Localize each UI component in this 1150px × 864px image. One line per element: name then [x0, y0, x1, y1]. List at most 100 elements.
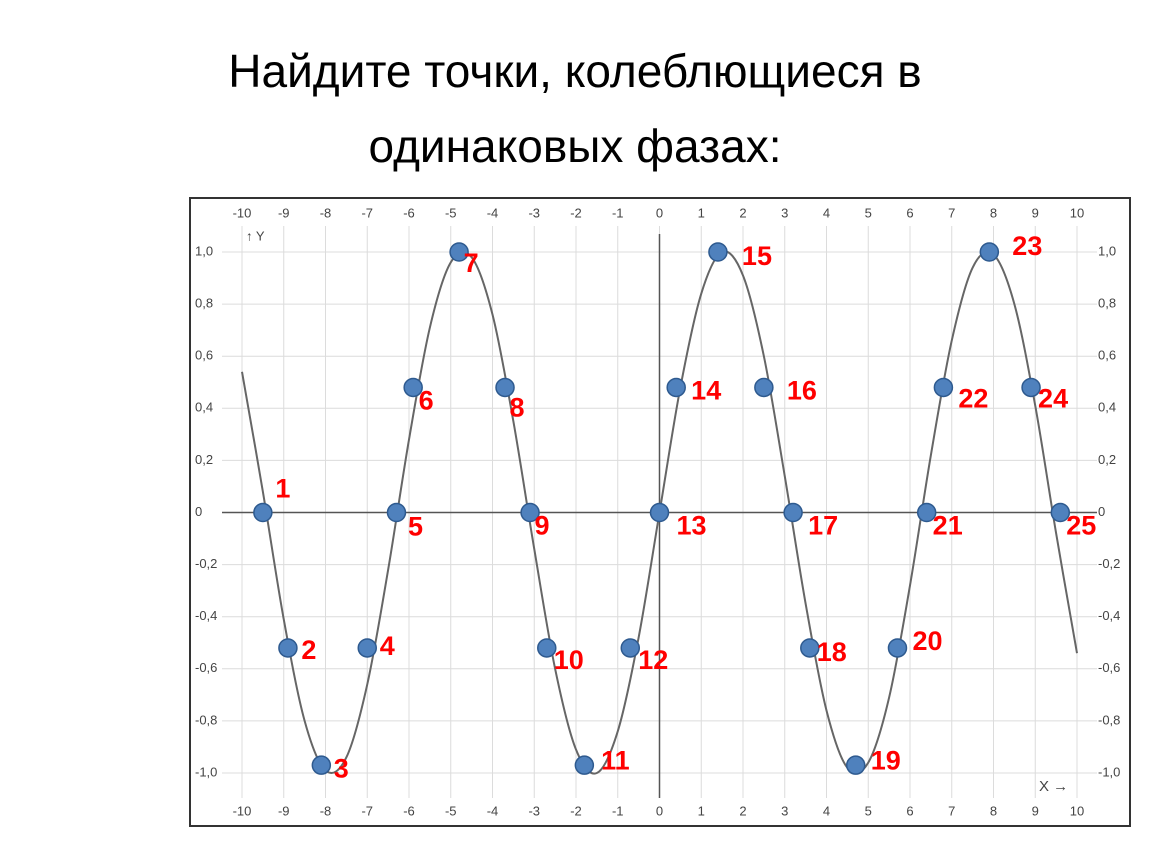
x-tick-label: 9 [1032, 803, 1039, 818]
x-tick-label: -6 [403, 803, 415, 818]
x-tick-label: -8 [320, 803, 332, 818]
x-tick-label: -10 [233, 803, 252, 818]
point-label: 1 [275, 474, 290, 504]
x-tick-label: 8 [990, 803, 997, 818]
point-label: 16 [787, 376, 817, 406]
x-tick-label: 5 [865, 803, 872, 818]
point [386, 502, 407, 523]
x-tick-label: 3 [781, 803, 788, 818]
x-tick-label: 10 [1070, 205, 1084, 220]
point-label: 14 [691, 376, 721, 406]
x-tick-label: -10 [233, 205, 252, 220]
point-label: 9 [535, 511, 550, 541]
point-label: 19 [871, 745, 901, 775]
point [495, 377, 515, 398]
y-tick-label: -0,6 [1098, 660, 1120, 675]
point-label: 2 [301, 635, 316, 665]
x-tick-label: -6 [403, 205, 415, 220]
point-label: 3 [334, 753, 349, 783]
point [708, 242, 728, 262]
point-label: 13 [676, 511, 706, 541]
point-label: 8 [510, 393, 525, 423]
y-tick-label: 0 [195, 504, 202, 519]
x-tick-label: 7 [948, 205, 955, 220]
point-label: 20 [912, 626, 942, 656]
x-tick-label: -5 [445, 803, 457, 818]
x-tick-label: -1 [612, 803, 624, 818]
x-tick-label: 10 [1070, 803, 1084, 818]
point-label: 15 [742, 241, 772, 271]
x-tick-label: 1 [698, 803, 705, 818]
y-tick-label: -0,6 [195, 660, 217, 675]
x-tick-label: -4 [487, 803, 499, 818]
y-tick-label: 0,2 [195, 452, 213, 467]
x-tick-label: 7 [948, 803, 955, 818]
point [253, 502, 273, 523]
point-label: 5 [408, 512, 423, 542]
point [403, 377, 423, 398]
x-tick-label: 9 [1032, 205, 1039, 220]
point-label: 24 [1038, 384, 1068, 414]
chart-title: одинаковых фазах: [369, 120, 782, 172]
y-tick-label: -0,4 [1098, 608, 1120, 623]
point [783, 502, 803, 523]
chart-title: Найдите точки, колеблющиеся в [228, 45, 921, 97]
x-tick-label: -2 [570, 205, 582, 220]
y-tick-label: 0,4 [195, 400, 213, 415]
x-tick-label: 2 [739, 205, 746, 220]
point [754, 377, 774, 398]
y-tick-label: 0,6 [195, 348, 213, 363]
point [278, 638, 298, 658]
y-tick-label: 0,8 [1098, 296, 1116, 311]
x-tick-label: -2 [570, 803, 582, 818]
y-tick-label: -0,2 [195, 556, 217, 571]
point-label: 18 [817, 637, 847, 667]
y-tick-label: -0,2 [1098, 556, 1120, 571]
y-tick-label: 0,4 [1098, 400, 1116, 415]
y-axis-label: ↑ Y [246, 228, 265, 243]
x-tick-label: -7 [361, 205, 373, 220]
y-tick-label: 1,0 [195, 243, 213, 258]
x-tick-label: 3 [781, 205, 788, 220]
x-tick-label: -9 [278, 205, 290, 220]
x-tick-label: -3 [528, 205, 540, 220]
point [979, 242, 1000, 262]
x-tick-label: 6 [906, 803, 913, 818]
point [520, 502, 540, 523]
point-label: 11 [601, 745, 630, 775]
x-tick-label: -9 [278, 803, 290, 818]
point [845, 755, 866, 775]
point-label: 6 [419, 386, 434, 416]
point [449, 242, 469, 262]
x-tick-label: 5 [865, 205, 872, 220]
x-tick-label: -1 [612, 205, 624, 220]
x-tick-label: 4 [823, 803, 830, 818]
y-tick-label: -1,0 [195, 764, 217, 779]
x-tick-label: -5 [445, 205, 457, 220]
point-label: 21 [933, 511, 963, 541]
point [357, 638, 377, 658]
point [620, 638, 641, 658]
point-label: 22 [958, 384, 988, 414]
point-label: 12 [638, 645, 668, 675]
y-tick-label: 0,2 [1098, 452, 1116, 467]
point [537, 638, 557, 658]
point [574, 755, 595, 775]
x-tick-label: 6 [906, 205, 913, 220]
point [916, 502, 937, 523]
point [666, 377, 686, 398]
point-label: 10 [554, 645, 584, 675]
point [1021, 377, 1041, 398]
y-tick-label: 0 [1098, 504, 1105, 519]
y-tick-label: -0,8 [195, 712, 217, 727]
x-tick-label: -7 [361, 803, 373, 818]
x-tick-label: 4 [823, 205, 830, 220]
point [887, 638, 908, 658]
point-label: 25 [1066, 511, 1096, 541]
y-tick-label: 1,0 [1098, 243, 1116, 258]
x-tick-label: 0 [656, 205, 663, 220]
x-tick-label: -4 [487, 205, 499, 220]
x-tick-label: -3 [528, 803, 540, 818]
